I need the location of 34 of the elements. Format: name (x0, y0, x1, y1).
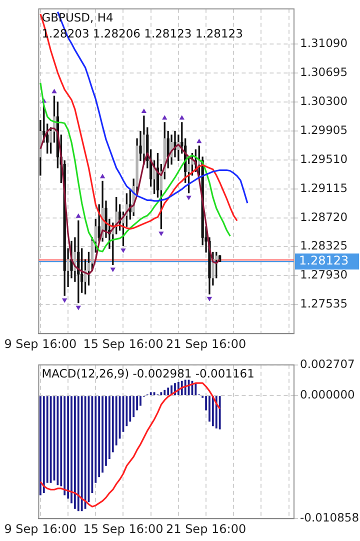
x-tick-label: 21 Sep 16:00 (166, 522, 246, 536)
point (120, 248, 126, 254)
point (206, 296, 212, 302)
chart-title: MACD(12,26,9) -0.002981 -0.001161 (42, 366, 254, 381)
y-tick-label: 1.27930 (300, 268, 348, 282)
point (141, 108, 147, 114)
y-tick-label: 1.29905 (300, 122, 348, 137)
point (196, 138, 202, 144)
point (158, 232, 164, 236)
y-tick-label: 1.28720 (300, 210, 348, 224)
x-tick-label: 9 Sep 16:00 (4, 522, 77, 536)
y-tick-label: -0.010858 (300, 510, 360, 525)
point (76, 213, 81, 218)
y-tick-label: 0.000000 (300, 388, 355, 402)
x-tick-label: 9 Sep 16:00 (4, 336, 77, 351)
y-tick-label: 1.30300 (300, 94, 348, 108)
point (179, 115, 184, 120)
point (110, 268, 116, 272)
y-tick-label: 0.002707 (300, 356, 355, 371)
point (62, 298, 68, 303)
x-tick-label: 15 Sep 16:00 (83, 522, 164, 536)
point (162, 115, 168, 120)
y-tick-label: 1.28325 (300, 238, 348, 253)
point (52, 88, 57, 94)
x-tick-label: 15 Sep 16:00 (83, 336, 164, 351)
y-tick-label: 1.31090 (300, 36, 348, 50)
y-tick-label: 1.29510 (300, 152, 348, 166)
y-tick-label: 1.30695 (300, 65, 348, 80)
y-tick-label: 1.29115 (300, 180, 348, 195)
y-tick-label: 1.27535 (300, 296, 348, 311)
x-tick-label: 21 Sep 16:00 (166, 336, 246, 351)
point (100, 174, 106, 178)
point (76, 306, 81, 310)
ref-line-label: 1.28123 (299, 254, 349, 268)
